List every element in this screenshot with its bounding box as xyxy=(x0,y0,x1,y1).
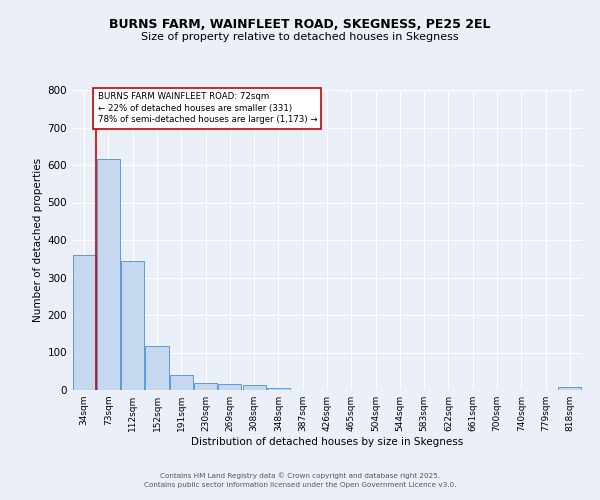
Bar xyxy=(218,384,241,390)
Bar xyxy=(170,375,193,390)
Bar xyxy=(559,388,581,390)
Text: Size of property relative to detached houses in Skegness: Size of property relative to detached ho… xyxy=(141,32,459,42)
Y-axis label: Number of detached properties: Number of detached properties xyxy=(34,158,43,322)
Text: BURNS FARM, WAINFLEET ROAD, SKEGNESS, PE25 2EL: BURNS FARM, WAINFLEET ROAD, SKEGNESS, PE… xyxy=(109,18,491,30)
X-axis label: Distribution of detached houses by size in Skegness: Distribution of detached houses by size … xyxy=(191,437,463,447)
Bar xyxy=(194,382,217,390)
Bar xyxy=(267,388,290,390)
Bar xyxy=(145,346,169,390)
Text: BURNS FARM WAINFLEET ROAD: 72sqm
← 22% of detached houses are smaller (331)
78% : BURNS FARM WAINFLEET ROAD: 72sqm ← 22% o… xyxy=(97,92,317,124)
Bar xyxy=(97,158,120,390)
Bar xyxy=(242,385,266,390)
Text: Contains HM Land Registry data © Crown copyright and database right 2025.
Contai: Contains HM Land Registry data © Crown c… xyxy=(144,472,456,488)
Bar xyxy=(121,260,144,390)
Bar xyxy=(73,255,95,390)
